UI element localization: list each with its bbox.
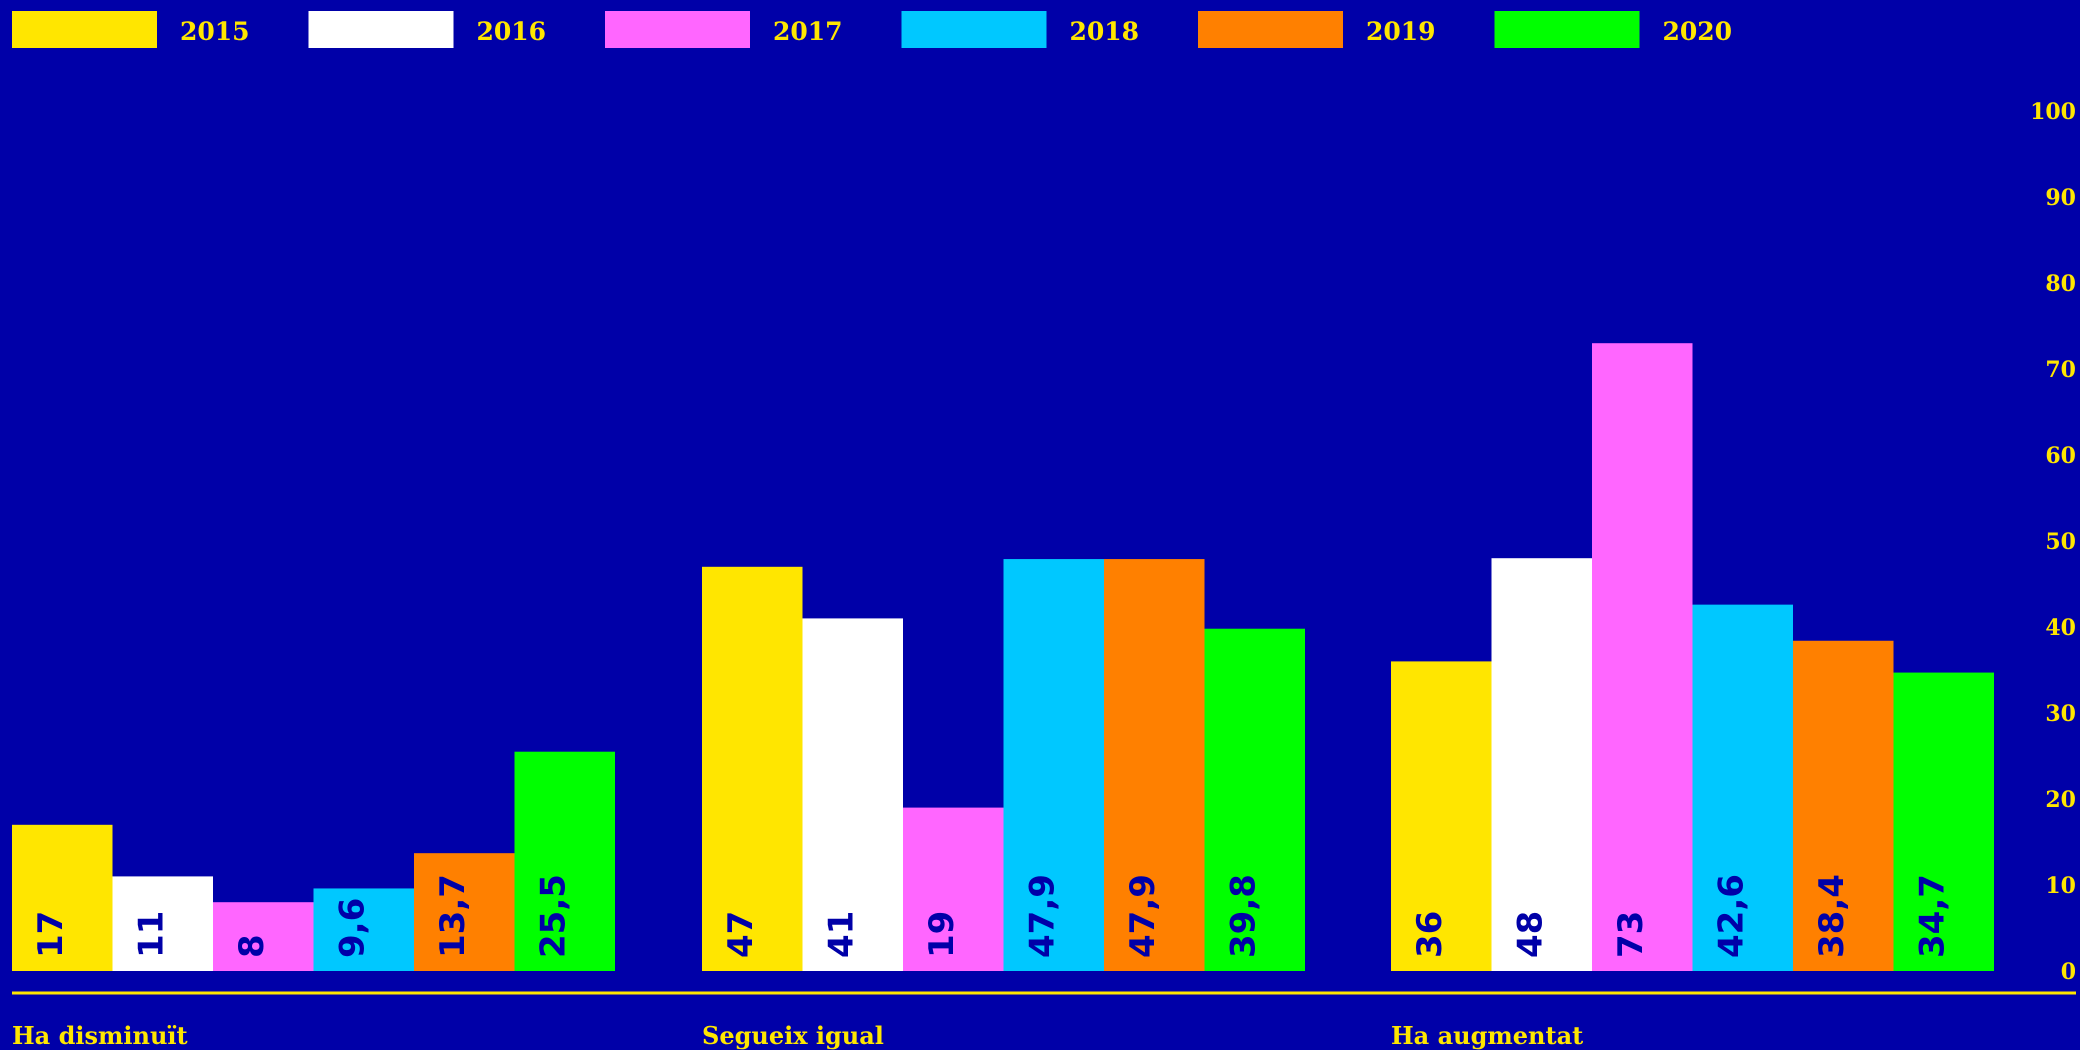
- bar: [1391, 661, 1492, 971]
- bar: [1491, 558, 1592, 971]
- bar: [1893, 672, 1994, 971]
- bar-value-label: 42,6: [1712, 874, 1752, 958]
- bar-value-label: 8: [232, 934, 272, 958]
- bar-value-label: 19: [922, 911, 962, 958]
- legend-swatch-2019: [1198, 11, 1343, 48]
- bar: [802, 618, 903, 971]
- bar: [1692, 604, 1793, 971]
- bar: [414, 853, 515, 971]
- bars: [12, 343, 1994, 971]
- y-tick-label: 0: [2061, 959, 2076, 985]
- legend-label-2020: 2020: [1663, 17, 1733, 46]
- bar: [313, 888, 414, 971]
- bar-value-label: 11: [132, 911, 172, 958]
- bar-value-label: 25,5: [534, 874, 574, 958]
- legend-swatch-2016: [308, 11, 454, 48]
- legend-label-2017: 2017: [773, 17, 843, 46]
- category-label: Segueix igual: [702, 1021, 884, 1050]
- category-label: Ha disminuït: [12, 1021, 188, 1050]
- bar-value-label: 47: [721, 911, 761, 958]
- bar: [112, 876, 213, 971]
- legend-swatch-2020: [1494, 11, 1640, 48]
- bar-value-label: 17: [31, 911, 71, 958]
- legend-swatch-2017: [605, 11, 750, 48]
- legend: 2015 2016 2017 2018 2019 2020: [12, 11, 1732, 48]
- y-tick-label: 20: [2045, 787, 2076, 813]
- y-tick-label: 40: [2045, 615, 2076, 641]
- bar: [702, 566, 803, 971]
- bar-value-label: 13,7: [433, 874, 473, 958]
- legend-label-2018: 2018: [1070, 17, 1140, 46]
- y-axis-ticks: 0 10 20 30 40 50 60 70 80 90 100: [2030, 99, 2076, 985]
- bar: [1592, 343, 1693, 971]
- bar-value-label: 39,8: [1224, 874, 1264, 958]
- y-tick-label: 10: [2045, 873, 2076, 899]
- category-labels: Ha disminuït Segueix igual Ha augmentat: [12, 1021, 1583, 1050]
- y-tick-label: 50: [2045, 529, 2076, 555]
- bar: [514, 751, 615, 971]
- y-tick-label: 100: [2030, 99, 2076, 125]
- legend-swatch-2015: [12, 11, 157, 48]
- legend-swatch-2018: [901, 11, 1047, 48]
- y-tick-label: 70: [2045, 357, 2076, 383]
- bar-value-label: 47,9: [1023, 874, 1063, 958]
- bar: [903, 807, 1004, 971]
- bar-value-label: 9,6: [333, 898, 373, 958]
- y-tick-label: 30: [2045, 701, 2076, 727]
- bar-value-label: 47,9: [1123, 874, 1163, 958]
- y-tick-label: 60: [2045, 443, 2076, 469]
- bar: [1793, 640, 1894, 971]
- legend-label-2015: 2015: [180, 17, 250, 46]
- bar: [12, 824, 113, 971]
- y-tick-label: 80: [2045, 271, 2076, 297]
- bar: [213, 902, 314, 971]
- bar-value-label: 41: [822, 911, 862, 958]
- category-label: Ha augmentat: [1391, 1021, 1583, 1050]
- bar-value-label: 36: [1410, 911, 1450, 958]
- bar-value-label: 48: [1511, 911, 1551, 958]
- bar-value-label: 73: [1611, 911, 1651, 958]
- bar: [1104, 559, 1205, 971]
- bar: [1003, 559, 1104, 971]
- legend-label-2016: 2016: [477, 17, 547, 46]
- bar-value-label: 38,4: [1812, 874, 1852, 958]
- value-labels: 17 11 8 9,6 13,7 25,5 47 41 19 47,9 47,9 39,8 36 48 73…: [31, 874, 1953, 958]
- legend-label-2019: 2019: [1366, 17, 1436, 46]
- bar: [1204, 628, 1305, 971]
- bar-value-label: 34,7: [1913, 874, 1953, 958]
- y-tick-label: 90: [2045, 185, 2076, 211]
